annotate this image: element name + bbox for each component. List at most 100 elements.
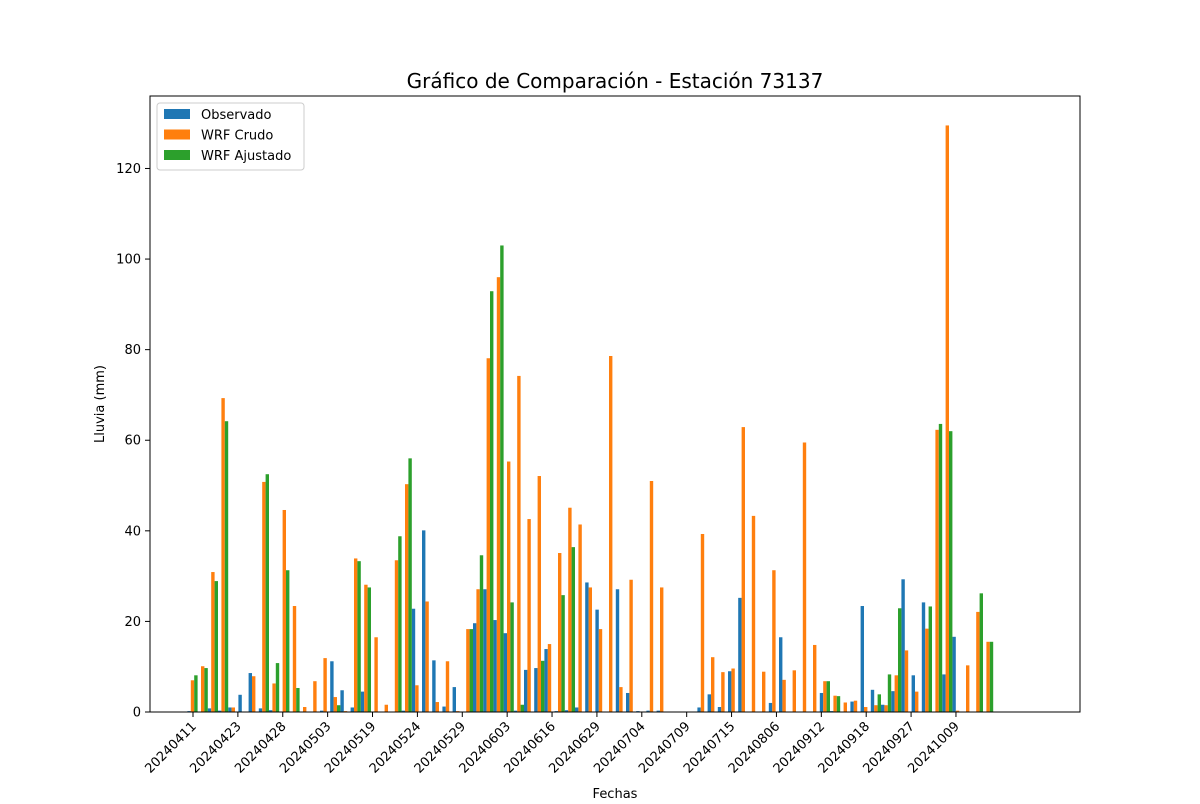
bar-wrf-crudo xyxy=(354,558,358,712)
bar-wrf-ajustado xyxy=(510,602,514,712)
legend-label: Observado xyxy=(201,108,272,123)
bar-wrf-crudo xyxy=(486,358,490,712)
bar-observado xyxy=(320,710,324,712)
x-axis-label: Fechas xyxy=(593,787,638,800)
bar-wrf-crudo xyxy=(507,461,511,712)
bar-wrf-crudo xyxy=(262,481,266,712)
bars-group xyxy=(187,125,994,712)
bar-wrf-crudo xyxy=(792,670,796,712)
bar-wrf-ajustado xyxy=(541,660,545,712)
bar-observado xyxy=(452,687,456,712)
bar-wrf-crudo xyxy=(700,533,705,712)
bar-wrf-ajustado xyxy=(469,629,473,712)
bar-observado xyxy=(860,606,864,712)
bar-wrf-crudo xyxy=(466,629,470,712)
bar-observado xyxy=(401,710,405,712)
bar-wrf-crudo xyxy=(874,705,878,712)
legend-swatch xyxy=(164,150,190,160)
bar-observado xyxy=(911,675,915,712)
bar-wrf-ajustado xyxy=(367,587,371,712)
bar-wrf-crudo xyxy=(649,481,654,712)
bar-wrf-ajustado xyxy=(949,431,953,712)
bar-wrf-crudo xyxy=(445,661,450,712)
bar-observado xyxy=(258,708,263,712)
bar-wrf-crudo xyxy=(823,681,827,712)
bar-observado xyxy=(544,649,548,712)
bar-wrf-crudo xyxy=(884,705,888,712)
bar-observado xyxy=(483,589,487,712)
bar-observado xyxy=(585,582,589,712)
bar-wrf-crudo xyxy=(394,560,399,712)
bar-wrf-crudo xyxy=(843,702,847,712)
bar-wrf-crudo xyxy=(711,657,715,712)
bar-wrf-crudo xyxy=(833,695,837,712)
bar-wrf-crudo xyxy=(221,398,225,712)
bar-observado xyxy=(432,660,436,712)
bar-wrf-ajustado xyxy=(265,474,269,712)
bar-observado xyxy=(738,597,742,712)
bar-wrf-crudo xyxy=(986,641,990,712)
bar-wrf-crudo xyxy=(935,429,939,712)
bar-wrf-crudo xyxy=(415,685,419,712)
y-tick-label: 60 xyxy=(124,434,141,449)
bar-wrf-ajustado xyxy=(877,694,881,712)
bar-wrf-crudo xyxy=(425,601,429,712)
bar-wrf-ajustado xyxy=(224,421,229,712)
bar-wrf-crudo xyxy=(537,476,541,712)
legend-box xyxy=(156,102,305,171)
bar-wrf-crudo xyxy=(598,629,603,712)
bar-observado xyxy=(952,636,956,712)
bar-wrf-ajustado xyxy=(357,561,361,712)
bar-observado xyxy=(207,708,212,712)
bar-wrf-crudo xyxy=(741,427,745,712)
bar-wrf-crudo xyxy=(813,644,817,712)
bar-wrf-crudo xyxy=(609,355,613,712)
bar-observado xyxy=(870,689,875,712)
bar-wrf-crudo xyxy=(527,519,531,712)
bar-wrf-ajustado xyxy=(520,704,524,712)
bar-observado xyxy=(615,589,620,712)
bar-wrf-crudo xyxy=(303,707,307,712)
bar-wrf-ajustado xyxy=(887,674,892,712)
bar-observado xyxy=(707,694,711,712)
bar-wrf-crudo xyxy=(782,679,786,712)
bar-wrf-crudo xyxy=(435,702,439,712)
bar-wrf-crudo xyxy=(211,572,215,712)
bar-wrf-crudo xyxy=(762,671,766,712)
bar-wrf-crudo xyxy=(558,553,562,712)
bar-observado xyxy=(269,710,273,712)
bar-observado xyxy=(411,608,416,712)
bar-observado xyxy=(595,609,599,712)
bar-wrf-crudo xyxy=(405,484,409,712)
bar-observado xyxy=(238,694,242,712)
bar-observado xyxy=(218,710,222,712)
bar-observado xyxy=(493,620,497,712)
bar-wrf-crudo xyxy=(864,707,868,712)
bar-wrf-crudo xyxy=(517,375,521,712)
bar-wrf-crudo xyxy=(252,676,256,712)
y-tick-label: 0 xyxy=(133,706,141,721)
bar-wrf-crudo xyxy=(384,704,388,712)
bar-wrf-ajustado xyxy=(337,705,341,712)
chart-title: Gráfico de Comparación - Estación 73137 xyxy=(407,69,824,93)
bar-wrf-ajustado xyxy=(408,458,412,712)
bar-observado xyxy=(881,704,885,712)
bar-observado xyxy=(626,692,630,712)
bar-wrf-ajustado xyxy=(286,570,290,712)
bar-wrf-ajustado xyxy=(928,606,932,712)
bar-wrf-ajustado xyxy=(296,687,300,712)
bar-wrf-crudo xyxy=(292,606,297,712)
bar-wrf-crudo xyxy=(364,584,368,712)
y-tick-label: 20 xyxy=(124,615,141,630)
bar-wrf-crudo xyxy=(231,707,235,712)
bar-observado xyxy=(697,707,701,712)
bar-wrf-ajustado xyxy=(398,536,402,712)
bar-wrf-crudo xyxy=(731,668,735,712)
bar-observado xyxy=(656,710,660,712)
bar-wrf-crudo xyxy=(578,524,582,712)
bar-wrf-crudo xyxy=(915,691,919,712)
bar-wrf-crudo xyxy=(476,589,480,712)
bar-wrf-crudo xyxy=(925,628,929,712)
bar-observado xyxy=(524,669,528,712)
